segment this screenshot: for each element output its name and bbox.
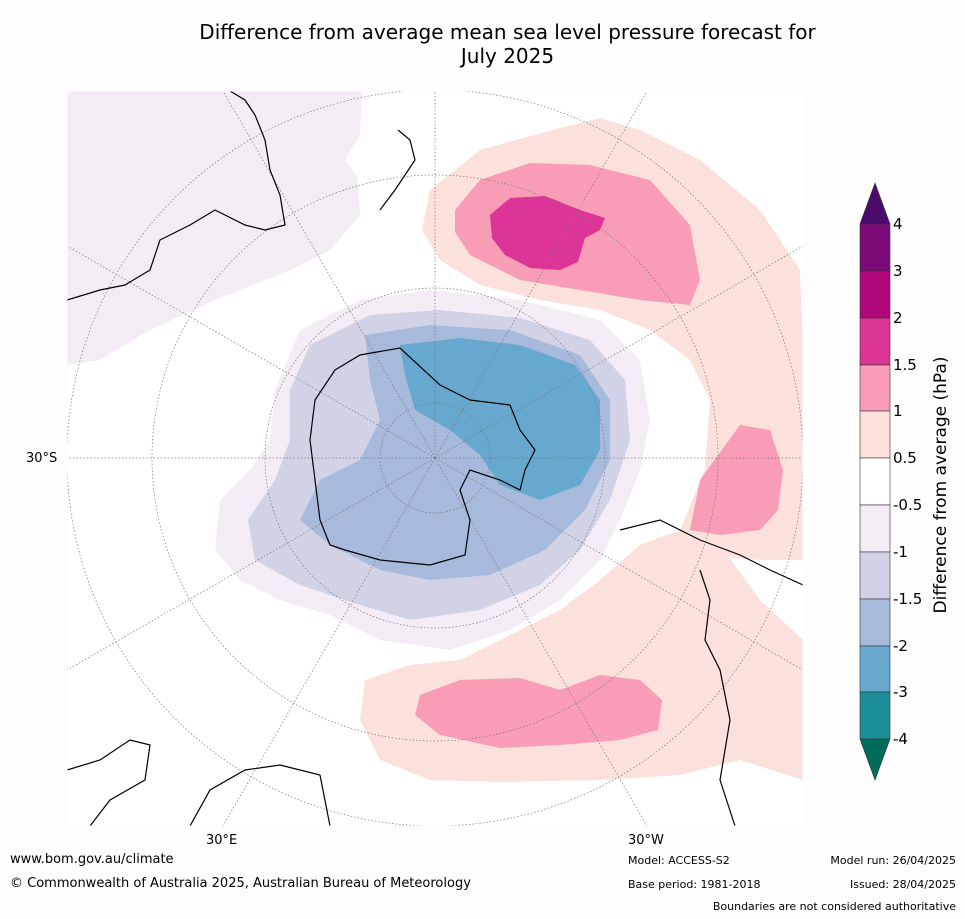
base-period: Base period: 1981-2018 xyxy=(628,878,761,891)
colorbar-tick-label: -1 xyxy=(893,543,908,561)
lat-label-30s: 30°S xyxy=(26,451,58,466)
lon-label-30e: 30°E xyxy=(206,833,238,848)
graticule xyxy=(67,91,803,826)
map-title: Difference from average mean sea level p… xyxy=(90,20,925,68)
colorbar-bin-m1-m0-5 xyxy=(859,504,891,553)
australia-coastline xyxy=(67,91,286,301)
model-name: Model: ACCESS-S2 xyxy=(628,854,730,867)
africa-coastline xyxy=(67,739,151,826)
website-link[interactable]: www.bom.gov.au/climate xyxy=(10,852,174,867)
colorbar-bin-1-5-2 xyxy=(859,317,891,366)
anomaly-region-plus-1-5 xyxy=(490,196,605,270)
anomaly-region-plus-1-drake xyxy=(690,425,783,535)
colorbar-tick-label: 3 xyxy=(893,262,903,280)
colorbar-arrow-top xyxy=(859,182,891,225)
colorbar xyxy=(859,182,891,781)
colorbar-bin-m4-m3 xyxy=(859,691,891,740)
colorbar-bin-2-3 xyxy=(859,270,891,319)
issued-date: Issued: 28/04/2025 xyxy=(849,878,956,891)
title-line-1: Difference from average mean sea level p… xyxy=(199,20,816,44)
colorbar-bin-m3-m2 xyxy=(859,645,891,693)
new-zealand-coastline xyxy=(379,129,416,211)
colorbar-tick-label: -0.5 xyxy=(893,496,923,514)
colorbar-tick-label: 2 xyxy=(893,309,903,327)
colorbar-tick-label: 0.5 xyxy=(893,449,917,467)
colorbar-bin-3-4 xyxy=(859,223,891,272)
coastlines xyxy=(67,91,803,826)
title-line-2: July 2025 xyxy=(460,44,555,68)
colorbar-arrow-bottom xyxy=(859,738,891,781)
colorbar-tick-label: -4 xyxy=(893,730,908,748)
colorbar-tick-label: 1 xyxy=(893,402,903,420)
colorbar-tick-label: 4 xyxy=(893,215,903,233)
colorbar-tick-label: -2 xyxy=(893,637,908,655)
lon-label-30w: 30°W xyxy=(628,833,664,848)
colorbar-tick-label: -3 xyxy=(893,683,908,701)
africa-south-coastline xyxy=(189,764,331,826)
colorbar-bin-neutral xyxy=(859,457,891,506)
boundaries-disclaimer: Boundaries are not considered authoritat… xyxy=(712,900,956,913)
colorbar-bin-m1-5-m1 xyxy=(859,551,891,600)
colorbar-bin-0-5-1 xyxy=(859,410,891,459)
antarctica-coastline xyxy=(309,347,536,566)
colorbar-tick-label: -1.5 xyxy=(893,590,923,608)
south-america-east-coastline xyxy=(699,569,736,826)
colorbar-title: Difference from average (hPa) xyxy=(931,356,951,614)
south-america-coastline xyxy=(619,519,803,586)
anomaly-region-weak-negative-australia xyxy=(67,91,362,365)
map-border xyxy=(66,90,804,827)
colorbar-tick-label: 1.5 xyxy=(893,356,917,374)
model-run-date: Model run: 26/04/2025 xyxy=(830,854,956,867)
colorbar-bin-m2-m1-5 xyxy=(859,598,891,647)
anomaly-region-plus-1-atlantic xyxy=(415,675,662,748)
copyright-notice: © Commonwealth of Australia 2025, Austra… xyxy=(10,876,471,891)
colorbar-bin-1-1-5 xyxy=(859,364,891,412)
anomaly-region-minus-2 xyxy=(400,338,600,500)
